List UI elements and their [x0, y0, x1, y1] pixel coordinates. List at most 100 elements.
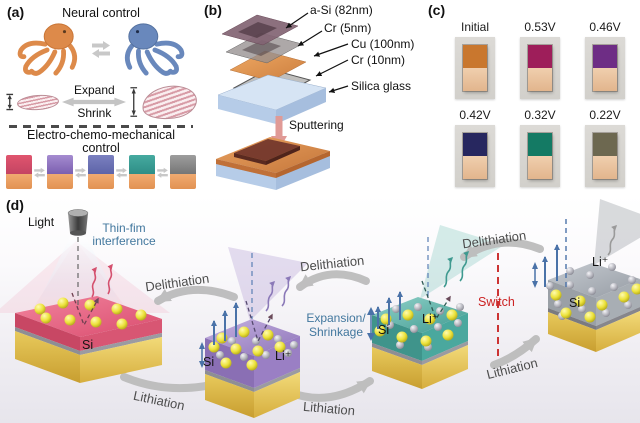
layer-label-cr10: Cr (10nm) — [351, 53, 406, 67]
layer-label-cu: Cu (100nm) — [351, 37, 415, 51]
sample-photo — [585, 37, 625, 99]
slab-lithiated-purple — [205, 319, 300, 418]
panel-c-label: (c) — [428, 2, 446, 18]
height-measure-icon — [6, 93, 14, 111]
li-ions — [216, 335, 298, 361]
bidirectional-arrow-icon — [75, 167, 86, 178]
delithiation-arrow-3 — [460, 238, 544, 261]
panel-a-subtitle-1: Electro-chemo-mechanical — [27, 128, 175, 142]
panel-a-subtitle-2: control — [82, 141, 120, 155]
panel-b: (b) a-Si (82nm) Cr (5nm) Cu (100nm) Cr (… — [198, 0, 433, 195]
octopus-row — [9, 20, 193, 78]
bidirectional-arrow-icon — [92, 41, 110, 58]
state-square-2 — [47, 155, 73, 189]
sputter-stack-illustration — [215, 12, 349, 190]
voltage-sample-grid: Initial 0.53V 0.46V 0.42V 0.32V 0.22V — [444, 20, 636, 187]
slab-lithiated-teal — [372, 297, 468, 389]
red-emitted-light-arrows — [91, 263, 113, 298]
lithiation-arrow-3 — [490, 335, 540, 369]
expansion-up-arrows — [375, 291, 403, 329]
delithiation-arrow-2 — [296, 270, 370, 291]
state-square-1 — [6, 155, 32, 189]
switch-label: Switch — [478, 295, 515, 309]
slab-final-gray — [546, 263, 640, 352]
sample-voltage-label: 0.42V — [459, 108, 491, 122]
silica-glass-slab — [217, 74, 327, 124]
height-measure-icon — [130, 87, 138, 117]
state-square-4 — [129, 155, 155, 189]
teal-emitted-light-arrows — [443, 250, 470, 288]
updown-arrow — [532, 262, 538, 288]
sample-cell: 0.46V — [585, 20, 625, 99]
li-ion-label-3: Li⁺ — [592, 255, 609, 269]
light-beam — [36, 237, 122, 307]
li-ion-label-2: Li⁺ — [422, 312, 439, 326]
expansion-shrinkage-label: Expansion/ Shrinkage — [306, 311, 366, 339]
expand-shrink-labels: Expand Shrink — [62, 83, 127, 120]
sample-photo — [455, 125, 495, 187]
sample-cell: 0.53V — [520, 20, 560, 99]
bidirectional-arrow-icon — [34, 167, 45, 178]
si-label-2: Si — [203, 355, 215, 369]
layer-label-cr5: Cr (5nm) — [324, 21, 372, 35]
expand-shrink-arrow-icon — [62, 97, 127, 107]
sample-cell: Initial — [455, 20, 495, 99]
process-label: Sputtering — [289, 118, 344, 132]
li-ion-label-1: Li⁺ — [275, 349, 292, 363]
orange-octopus-icon — [17, 23, 78, 76]
color-state-squares — [5, 155, 197, 189]
state-square-5 — [170, 155, 196, 189]
divider-dashed — [9, 125, 193, 128]
layer-a-si-82nm — [221, 14, 299, 46]
panel-d-label: (d) — [6, 197, 24, 213]
gray-emitted-light-arrow — [607, 224, 618, 256]
panel-b-label: (b) — [204, 2, 222, 18]
delithiation-arrow-1 — [154, 285, 238, 305]
panel-a-label: (a) — [7, 4, 25, 20]
si-atoms — [550, 283, 640, 323]
slab-pristine-si — [15, 296, 162, 383]
updown-arrow — [199, 342, 205, 368]
sample-voltage-label: 0.46V — [589, 20, 621, 34]
expanded-skin-blob — [140, 82, 199, 122]
sample-photo — [455, 37, 495, 99]
expansion-shrinkage-arrow — [367, 307, 375, 341]
li-ions — [386, 303, 464, 351]
sample-photo — [520, 125, 560, 187]
expand-label: Expand — [73, 83, 115, 97]
panel-c: (c) Initial 0.53V 0.46V 0.42V 0.32V — [428, 0, 640, 195]
purple-emitted-light-arrows — [265, 275, 292, 312]
li-ions — [546, 263, 636, 320]
sputtered-device — [215, 137, 331, 190]
thin-film-interference-label: Thin-fim interference — [92, 221, 156, 248]
si-atoms — [374, 309, 458, 347]
lamp-icon — [67, 209, 89, 236]
blue-octopus-wrap — [114, 21, 190, 77]
expand-shrink-row: Expand Shrink — [5, 78, 199, 126]
sample-cell: 0.42V — [455, 108, 495, 187]
state-square-3 — [88, 155, 114, 189]
purple-reflection-cone — [228, 247, 308, 321]
layer-label-asi: a-Si (82nm) — [310, 3, 373, 17]
si-label-4: Si — [569, 296, 581, 310]
panel-d: (d) Light Thin-fim interference Delithia… — [0, 195, 640, 423]
layer-label-silica: Silica glass — [351, 79, 412, 93]
blue-octopus-icon — [124, 23, 185, 76]
sample-photo — [585, 125, 625, 187]
sample-voltage-label: 0.22V — [589, 108, 621, 122]
shrink-label: Shrink — [77, 106, 112, 120]
si-label-1: Si — [82, 338, 94, 352]
expansion-up-arrows — [211, 302, 239, 345]
light-label: Light — [28, 215, 55, 229]
expansion-up-arrows — [542, 244, 560, 287]
bidirectional-arrow-icon — [157, 167, 168, 178]
lithiation-cycle-illustration — [0, 199, 640, 418]
gray-reflection-cone — [594, 199, 640, 265]
si-label-3: Si — [378, 323, 390, 337]
lithiation-arrow-2 — [288, 377, 374, 402]
reflection-path-dashed — [421, 280, 451, 321]
panel-a-title: Neural control — [62, 6, 140, 20]
sample-voltage-label: 0.32V — [524, 108, 556, 122]
shrunk-skin-blob — [17, 93, 60, 111]
